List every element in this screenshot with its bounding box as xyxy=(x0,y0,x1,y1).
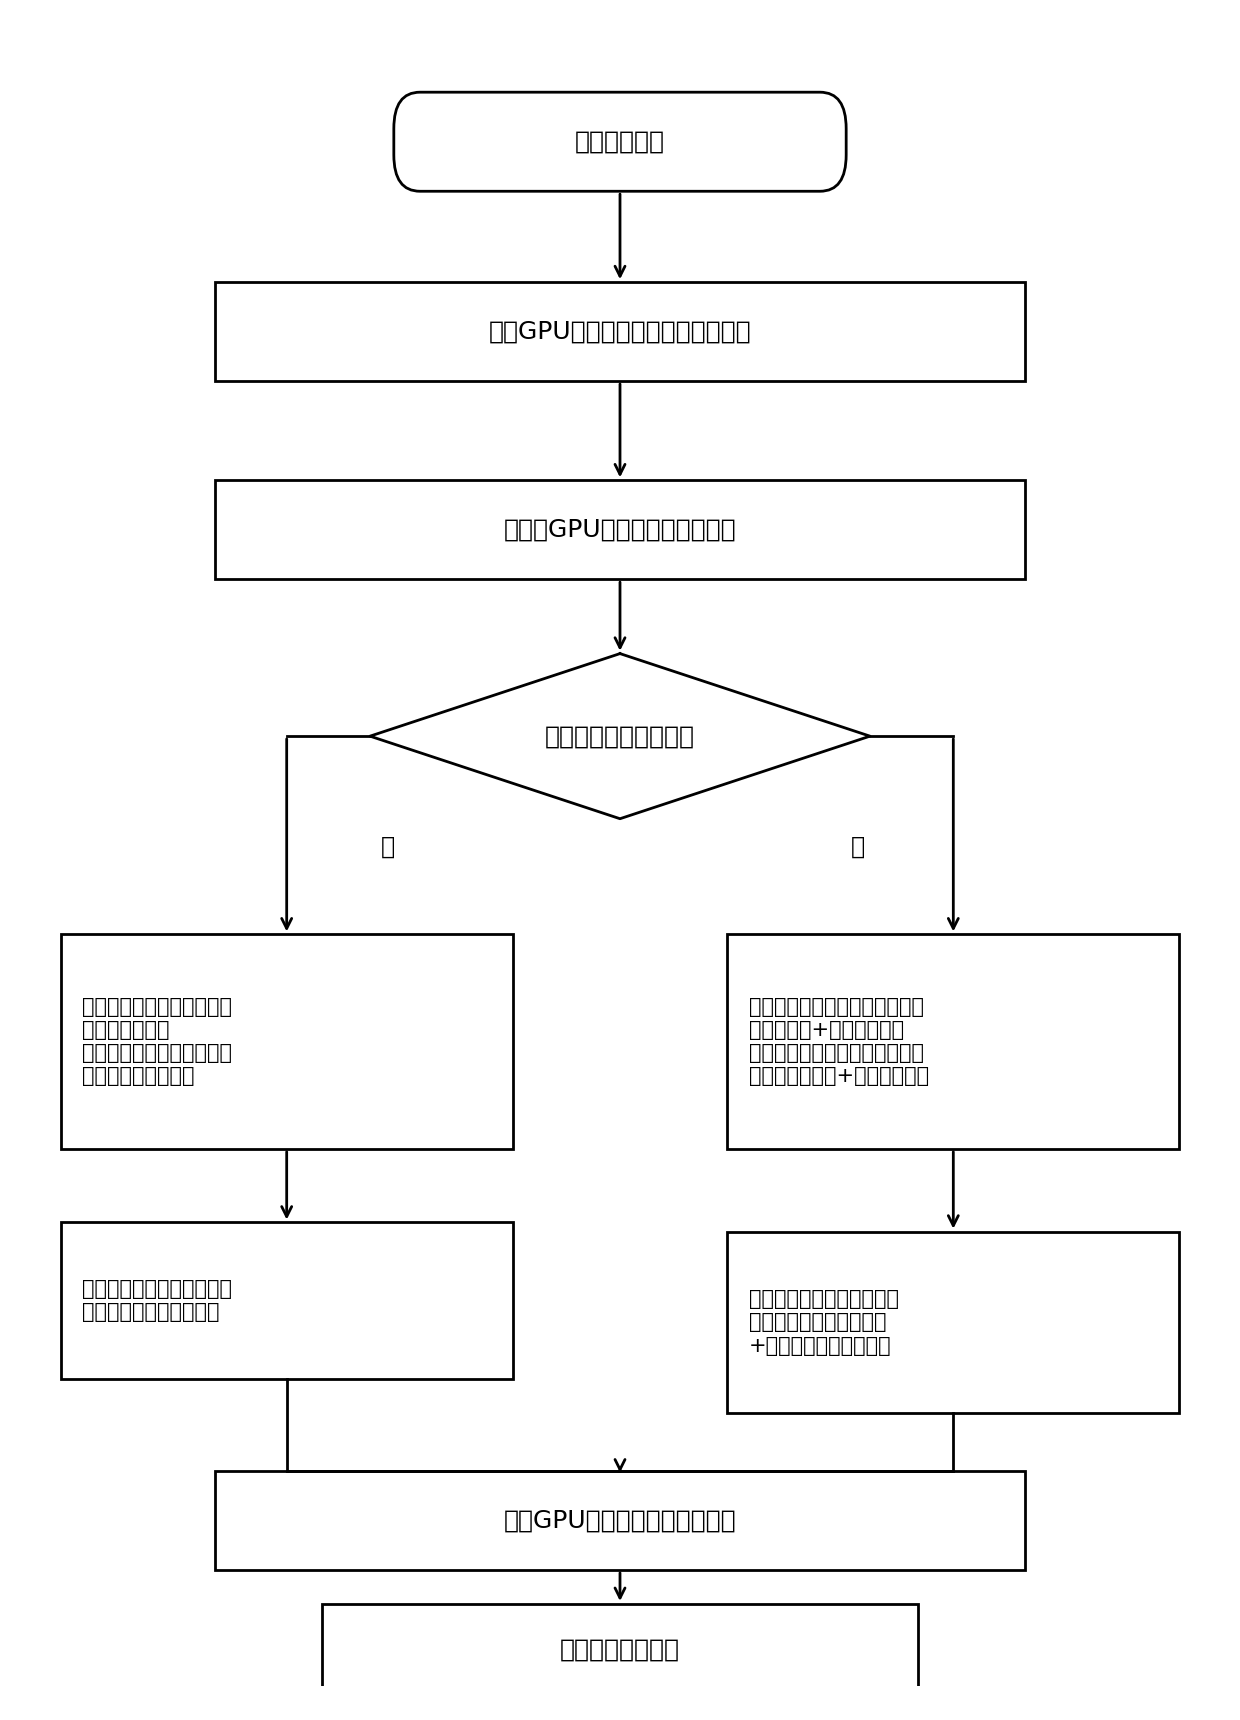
Text: 次级粒子输运：基于蒙特卡
罗方法模拟次级粒子输运
+磁场下的运动方向修正: 次级粒子输运：基于蒙特卡 罗方法模拟次级粒子输运 +磁场下的运动方向修正 xyxy=(749,1288,899,1355)
Text: 采集初始数据: 采集初始数据 xyxy=(575,129,665,153)
Text: 否: 否 xyxy=(381,834,394,858)
Bar xyxy=(61,1223,513,1379)
Text: 确定GPU最优线程数与输运任务批次: 确定GPU最优线程数与输运任务批次 xyxy=(489,320,751,344)
Text: 归一化总剂量结果: 归一化总剂量结果 xyxy=(560,1637,680,1662)
FancyBboxPatch shape xyxy=(394,93,846,191)
Bar xyxy=(216,1471,1024,1570)
Bar xyxy=(727,934,1179,1149)
Text: 每个任务在磁场区域内: 每个任务在磁场区域内 xyxy=(546,724,694,748)
Text: 初始化GPU上各批次的模拟任务: 初始化GPU上各批次的模拟任务 xyxy=(503,518,737,542)
Bar xyxy=(61,934,513,1149)
Text: 是: 是 xyxy=(851,834,866,858)
Bar xyxy=(216,282,1024,382)
Text: 次级粒子输运：基于蒙特卡
罗方法模拟次级粒子输运: 次级粒子输运：基于蒙特卡 罗方法模拟次级粒子输运 xyxy=(82,1280,232,1323)
Text: 基于GPU快速原子加法统计剂量: 基于GPU快速原子加法统计剂量 xyxy=(503,1508,737,1533)
Bar xyxy=(322,1603,918,1694)
Bar xyxy=(216,480,1024,580)
Text: 质子输运：基于蒙特卡罗方法模
拟质子输运+运动方向修正
重离子输运：基于蒙特卡罗方法
模拟重离子输运+运动方向修正: 质子输运：基于蒙特卡罗方法模 拟质子输运+运动方向修正 重离子输运：基于蒙特卡罗… xyxy=(749,998,929,1087)
Bar xyxy=(727,1232,1179,1414)
Text: 质子输运：基于蒙特卡罗方
法模拟质子输运
重离子输运：基于蒙特卡罗
方法模拟重离子输运: 质子输运：基于蒙特卡罗方 法模拟质子输运 重离子输运：基于蒙特卡罗 方法模拟重离… xyxy=(82,998,232,1087)
